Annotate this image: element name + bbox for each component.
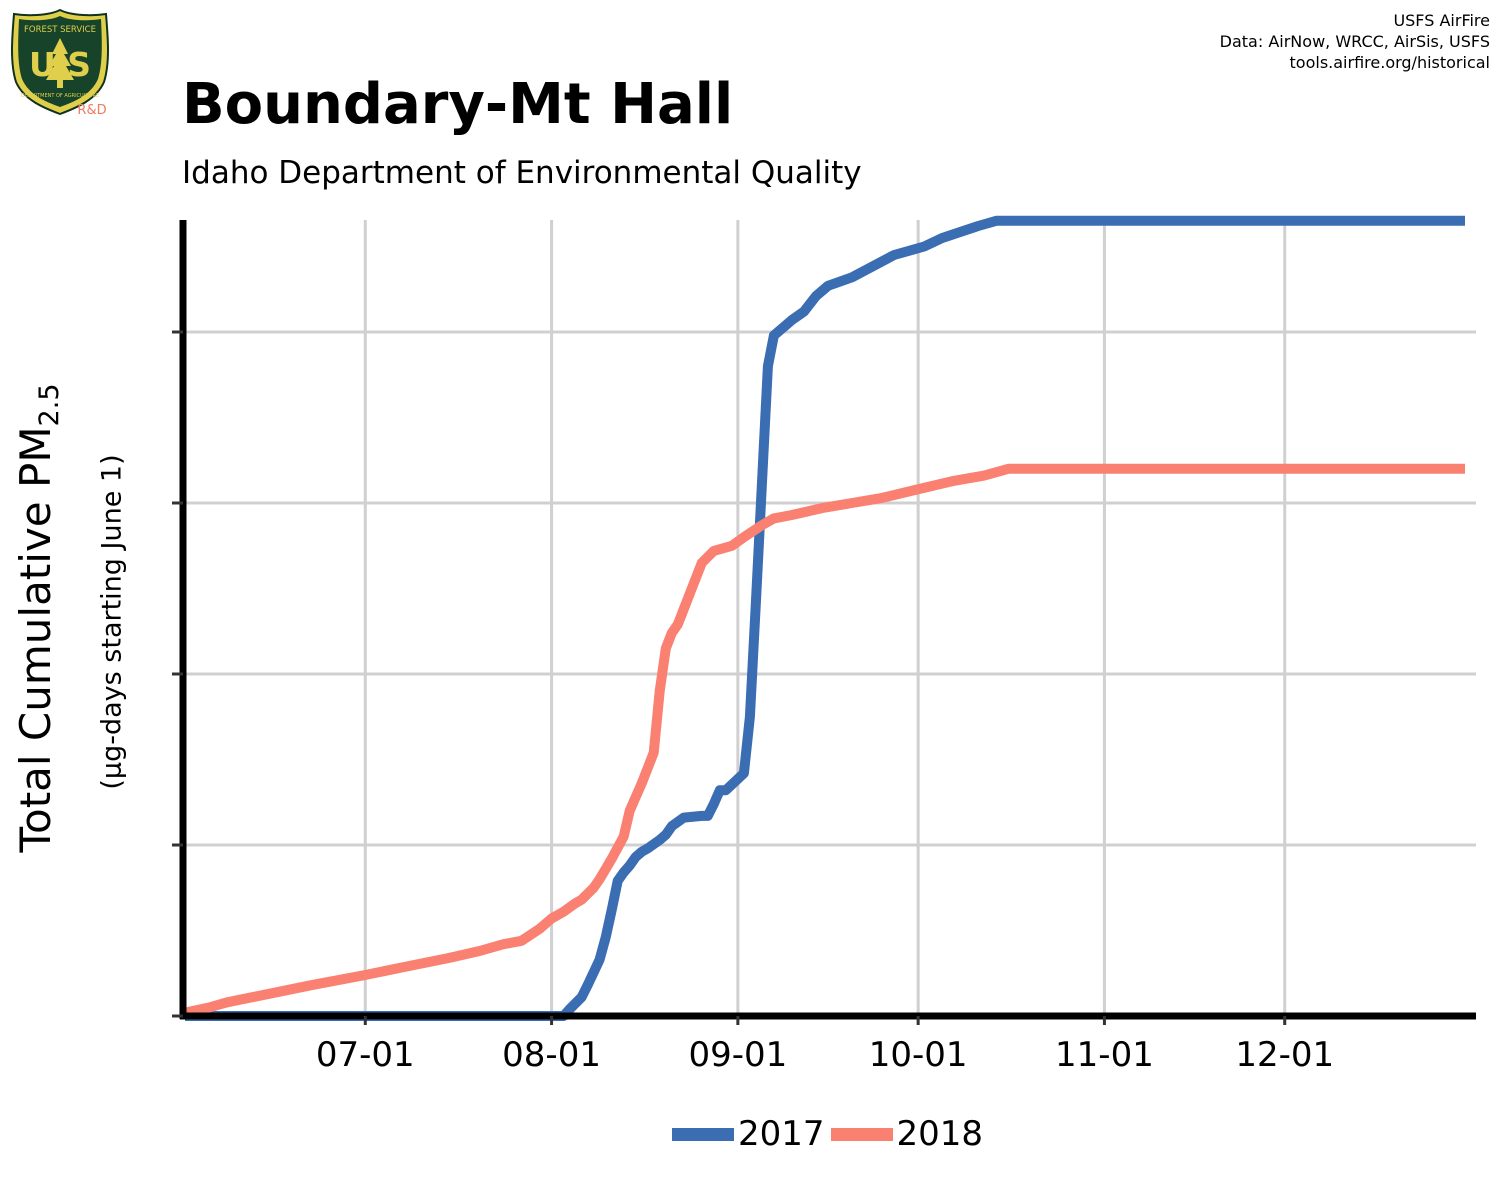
credit-line-airfire: USFS AirFire xyxy=(1393,11,1490,30)
y-axis-ticks xyxy=(172,330,183,1018)
logo-letters: U S xyxy=(29,45,91,84)
credit-line-data-sources: Data: AirNow, WRCC, AirSis, USFS xyxy=(1219,32,1490,51)
x-axis-ticks xyxy=(363,1016,1287,1025)
credits-block: USFS AirFire Data: AirNow, WRCC, AirSis,… xyxy=(1220,10,1490,73)
legend-item-2017: 2017 xyxy=(672,1114,831,1154)
series-line-2017 xyxy=(185,215,1465,1021)
y-axis-label: Total Cumulative PM2.5 xyxy=(11,383,65,852)
x-axis-tick-labels: 07-01 08-01 09-01 10-01 11-01 12-01 xyxy=(316,1035,1334,1075)
vertical-gridlines xyxy=(363,220,1287,1016)
horizontal-gridlines xyxy=(183,330,1476,847)
usfs-shield-logo: FOREST SERVICE U S DEPARTMENT OF AGRICUL… xyxy=(11,8,109,118)
series-lines xyxy=(183,215,1465,1021)
series-line-2018 xyxy=(183,463,1465,1018)
legend-label-2017: 2017 xyxy=(738,1114,825,1154)
logo-top-text: FOREST SERVICE xyxy=(24,25,96,35)
chart-subtitle: Idaho Department of Environmental Qualit… xyxy=(182,155,862,191)
legend-item-2018: 2018 xyxy=(830,1114,990,1154)
y-axis-label-main: Total Cumulative PM xyxy=(11,426,60,853)
x-tick-label-08-01: 08-01 xyxy=(502,1035,601,1075)
y-axis-label-subscript: 2.5 xyxy=(34,383,65,427)
y-axis-units-label: (µg-days starting June 1) xyxy=(96,454,128,790)
x-tick-label-11-01: 11-01 xyxy=(1055,1035,1154,1075)
legend-label-2018: 2018 xyxy=(896,1114,984,1154)
logo-rd-tag: R&D xyxy=(77,103,106,118)
x-tick-label-12-01: 12-01 xyxy=(1235,1035,1334,1075)
x-tick-label-07-01: 07-01 xyxy=(316,1035,415,1075)
x-tick-label-09-01: 09-01 xyxy=(688,1035,787,1075)
credit-line-url: tools.airfire.org/historical xyxy=(1289,53,1490,72)
legend-swatch-2017 xyxy=(672,1127,734,1141)
chart-title: Boundary-Mt Hall xyxy=(182,72,734,137)
x-tick-label-10-01: 10-01 xyxy=(869,1035,968,1075)
tree-icon xyxy=(46,38,74,88)
legend: 2017 2018 xyxy=(672,1112,989,1156)
legend-swatch-2018 xyxy=(830,1127,893,1141)
logo-bottom-text: DEPARTMENT OF AGRICULTURE xyxy=(21,93,99,99)
